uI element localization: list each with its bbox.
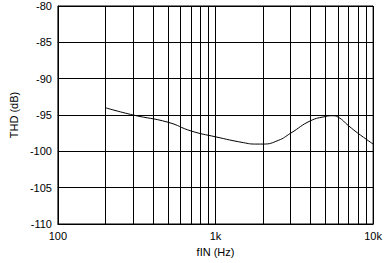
svg-text:-105: -105 xyxy=(30,182,52,194)
svg-text:-90: -90 xyxy=(36,73,52,85)
svg-text:10k: 10k xyxy=(364,230,382,242)
svg-text:100: 100 xyxy=(49,230,67,242)
svg-text:-110: -110 xyxy=(31,218,52,230)
svg-text:-100: -100 xyxy=(30,145,52,157)
svg-text:1k: 1k xyxy=(210,230,222,242)
svg-text:fIN (Hz): fIN (Hz) xyxy=(197,246,235,258)
svg-text:-95: -95 xyxy=(36,109,52,121)
svg-text:-85: -85 xyxy=(36,36,52,48)
svg-text:THD (dB): THD (dB) xyxy=(8,92,20,138)
svg-text:-80: -80 xyxy=(36,0,52,12)
